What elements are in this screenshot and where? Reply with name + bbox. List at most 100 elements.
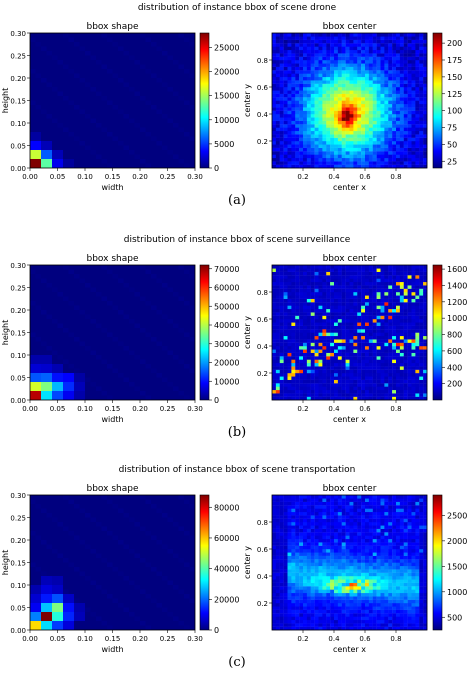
heatmap-cell (288, 312, 292, 316)
heatmap-cell (346, 370, 350, 374)
heatmap-cell (315, 306, 319, 310)
heatmap-cell (124, 83, 130, 88)
heatmap-cell (288, 363, 292, 367)
heatmap-cell (361, 67, 365, 71)
heatmap-cell (30, 585, 41, 594)
heatmap-cell (350, 57, 354, 61)
heatmap-cell (353, 87, 357, 91)
heatmap-cell (168, 612, 174, 617)
heatmap-cell (135, 387, 141, 392)
heatmap-cell (319, 552, 323, 556)
heatmap-cell (307, 306, 311, 310)
heatmap-cell (381, 366, 385, 370)
heatmap-cell (342, 366, 346, 370)
heatmap-cell (373, 77, 377, 81)
heatmap-cell (404, 158, 408, 162)
heatmap-cell (353, 104, 357, 108)
heatmap-cell (319, 509, 323, 513)
heatmap-cell (400, 319, 404, 323)
heatmap-cell (280, 47, 284, 51)
heatmap-cell (350, 302, 354, 306)
heatmap-cell (330, 603, 334, 607)
heatmap-cell (295, 90, 299, 94)
heatmap-cell (377, 141, 381, 145)
heatmap-cell (295, 349, 299, 353)
heatmap-cell (381, 107, 385, 111)
heatmap-cell (295, 542, 299, 546)
heatmap-cell (365, 333, 369, 337)
heatmap-cell (419, 370, 423, 374)
heatmap-cell (299, 393, 303, 397)
heatmap-cell (415, 111, 419, 115)
heatmap-cell (338, 542, 342, 546)
heatmap-cell (315, 144, 319, 148)
heatmap-cell (179, 558, 185, 563)
heatmap-cell (168, 119, 174, 124)
heatmap-cell (322, 121, 326, 125)
heatmap-cell (404, 74, 408, 78)
heatmap-cell (146, 38, 152, 43)
heatmap-cell (291, 532, 295, 536)
heatmap-cell (357, 613, 361, 617)
heatmap-cell (381, 77, 385, 81)
heatmap-cell (315, 349, 319, 353)
heatmap-cell (369, 370, 373, 374)
heatmap-cell (373, 131, 377, 135)
heatmap-cell (124, 576, 130, 581)
heatmap-cell (412, 366, 416, 370)
heatmap-cell (377, 97, 381, 101)
heatmap-cell (334, 104, 338, 108)
heatmap-cell (319, 373, 323, 377)
heatmap-cell (334, 380, 338, 384)
heatmap-cell (396, 134, 400, 138)
heatmap-cell (365, 390, 369, 394)
heatmap-cell (291, 148, 295, 152)
heatmap-cell (41, 509, 47, 514)
heatmap-cell (404, 47, 408, 51)
heatmap-cell (276, 47, 280, 51)
heatmap-cell (322, 563, 326, 567)
heatmap-cell (322, 319, 326, 323)
heatmap-cell (307, 87, 311, 91)
heatmap-cell (373, 623, 377, 627)
heatmap-cell (276, 563, 280, 567)
heatmap-cell (288, 387, 292, 391)
y-tick-label: 0.4 (257, 111, 269, 119)
x-tick-label: 0.15 (105, 173, 121, 181)
heatmap-cell (307, 593, 311, 597)
heatmap-cell (377, 111, 381, 115)
heatmap-cell (91, 119, 97, 124)
heatmap-cell (350, 292, 354, 296)
heatmap-cell (284, 536, 288, 540)
heatmap-cell (388, 363, 392, 367)
heatmap-cell (404, 60, 408, 64)
heatmap-cell (346, 583, 350, 587)
heatmap-cell (338, 363, 342, 367)
heatmap-cell (303, 134, 307, 138)
heatmap-cell (299, 522, 303, 526)
heatmap-cell (404, 360, 408, 364)
heatmap-cell (412, 158, 416, 162)
heatmap-cell (315, 498, 319, 502)
heatmap-cell (373, 579, 377, 583)
heatmap-cell (350, 121, 354, 125)
heatmap-cell (291, 363, 295, 367)
heatmap-cell (288, 579, 292, 583)
heatmap-cell (369, 148, 373, 152)
heatmap-cell (295, 114, 299, 118)
y-axis-label: height (1, 88, 10, 114)
heatmap-cell (384, 141, 388, 145)
heatmap-cell (280, 529, 284, 533)
heatmap-cell (334, 376, 338, 380)
y-axis-label: center y (243, 316, 252, 349)
heatmap-cell (322, 498, 326, 502)
heatmap-cell (423, 299, 427, 303)
heatmap-cell (415, 80, 419, 84)
heatmap-cell (179, 621, 185, 626)
heatmap-cell (322, 360, 326, 364)
heatmap-cell (381, 306, 385, 310)
heatmap-cell (303, 80, 307, 84)
heatmap-cell (400, 282, 404, 286)
heatmap-cell (326, 158, 330, 162)
heatmap-cell (295, 363, 299, 367)
